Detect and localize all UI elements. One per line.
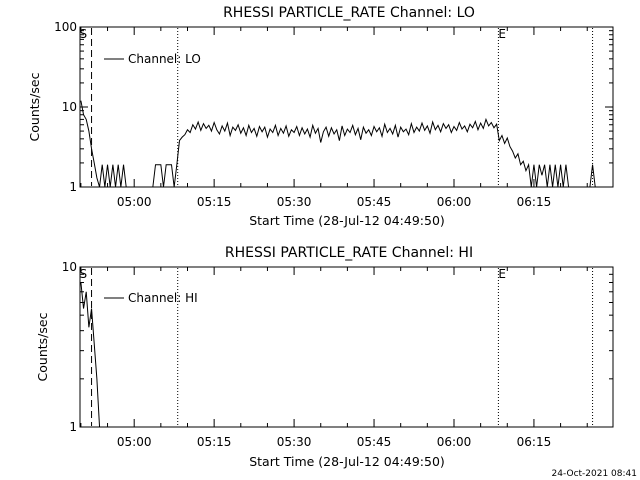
series-line <box>80 282 101 428</box>
y-axis-label: Counts/sec <box>35 312 50 381</box>
x-tick-labels: 05:00 05:15 05:30 05:45 06:00 06:15 <box>117 435 551 449</box>
x-tick-label: 05:45 <box>357 435 392 449</box>
x-tick-label: 06:15 <box>517 195 552 209</box>
y-tick-labels: 1 10 <box>62 260 77 434</box>
chart-hi: RHESSI PARTICLE_RATE Channel: HI 1 10 05:… <box>35 245 614 469</box>
y-tick-label: 10 <box>62 260 77 274</box>
y-tick-label: 10 <box>62 100 77 114</box>
y-axis-label: Counts/sec <box>27 72 42 141</box>
legend: Channel: HI <box>104 291 198 305</box>
x-tick-label: 06:15 <box>517 435 552 449</box>
legend: Channel: LO <box>104 52 201 66</box>
series-layer <box>80 282 101 428</box>
time-marker-label: E <box>498 267 506 281</box>
legend-label: Channel: HI <box>128 291 198 305</box>
axis-ticks <box>80 267 613 428</box>
y-tick-label: 1 <box>69 420 77 434</box>
chart-title: RHESSI PARTICLE_RATE Channel: HI <box>225 245 473 261</box>
time-marker-label: S <box>80 267 88 281</box>
y-tick-label: 100 <box>54 20 77 34</box>
x-axis-label: Start Time (28-Jul-12 04:49:50) <box>249 454 445 469</box>
x-axis-label: Start Time (28-Jul-12 04:49:50) <box>249 213 445 228</box>
x-tick-labels: 05:00 05:15 05:30 05:45 06:00 06:15 <box>117 195 551 209</box>
time-marker-label: S <box>80 27 88 41</box>
x-tick-label: 05:00 <box>117 195 152 209</box>
time-marker-label: E <box>498 27 506 41</box>
legend-label: Channel: LO <box>128 52 201 66</box>
x-tick-label: 05:30 <box>277 435 312 449</box>
series-layer <box>80 100 596 188</box>
y-tick-label: 1 <box>69 180 77 194</box>
series-line <box>80 100 596 188</box>
x-tick-label: 05:30 <box>277 195 312 209</box>
chart-lo: RHESSI PARTICLE_RATE Channel: LO 110100 … <box>27 5 614 228</box>
plot-frame <box>79 266 614 428</box>
x-tick-label: 06:00 <box>437 435 472 449</box>
footer-timestamp: 24-Oct-2021 08:41 <box>552 469 637 479</box>
x-tick-label: 05:00 <box>117 435 152 449</box>
y-tick-labels: 1 10 100 <box>54 20 77 194</box>
x-tick-label: 05:15 <box>197 435 232 449</box>
axis-ticks <box>80 27 613 188</box>
chart-title: RHESSI PARTICLE_RATE Channel: LO <box>223 5 475 21</box>
x-tick-label: 05:45 <box>357 195 392 209</box>
x-tick-label: 06:00 <box>437 195 472 209</box>
x-tick-label: 05:15 <box>197 195 232 209</box>
